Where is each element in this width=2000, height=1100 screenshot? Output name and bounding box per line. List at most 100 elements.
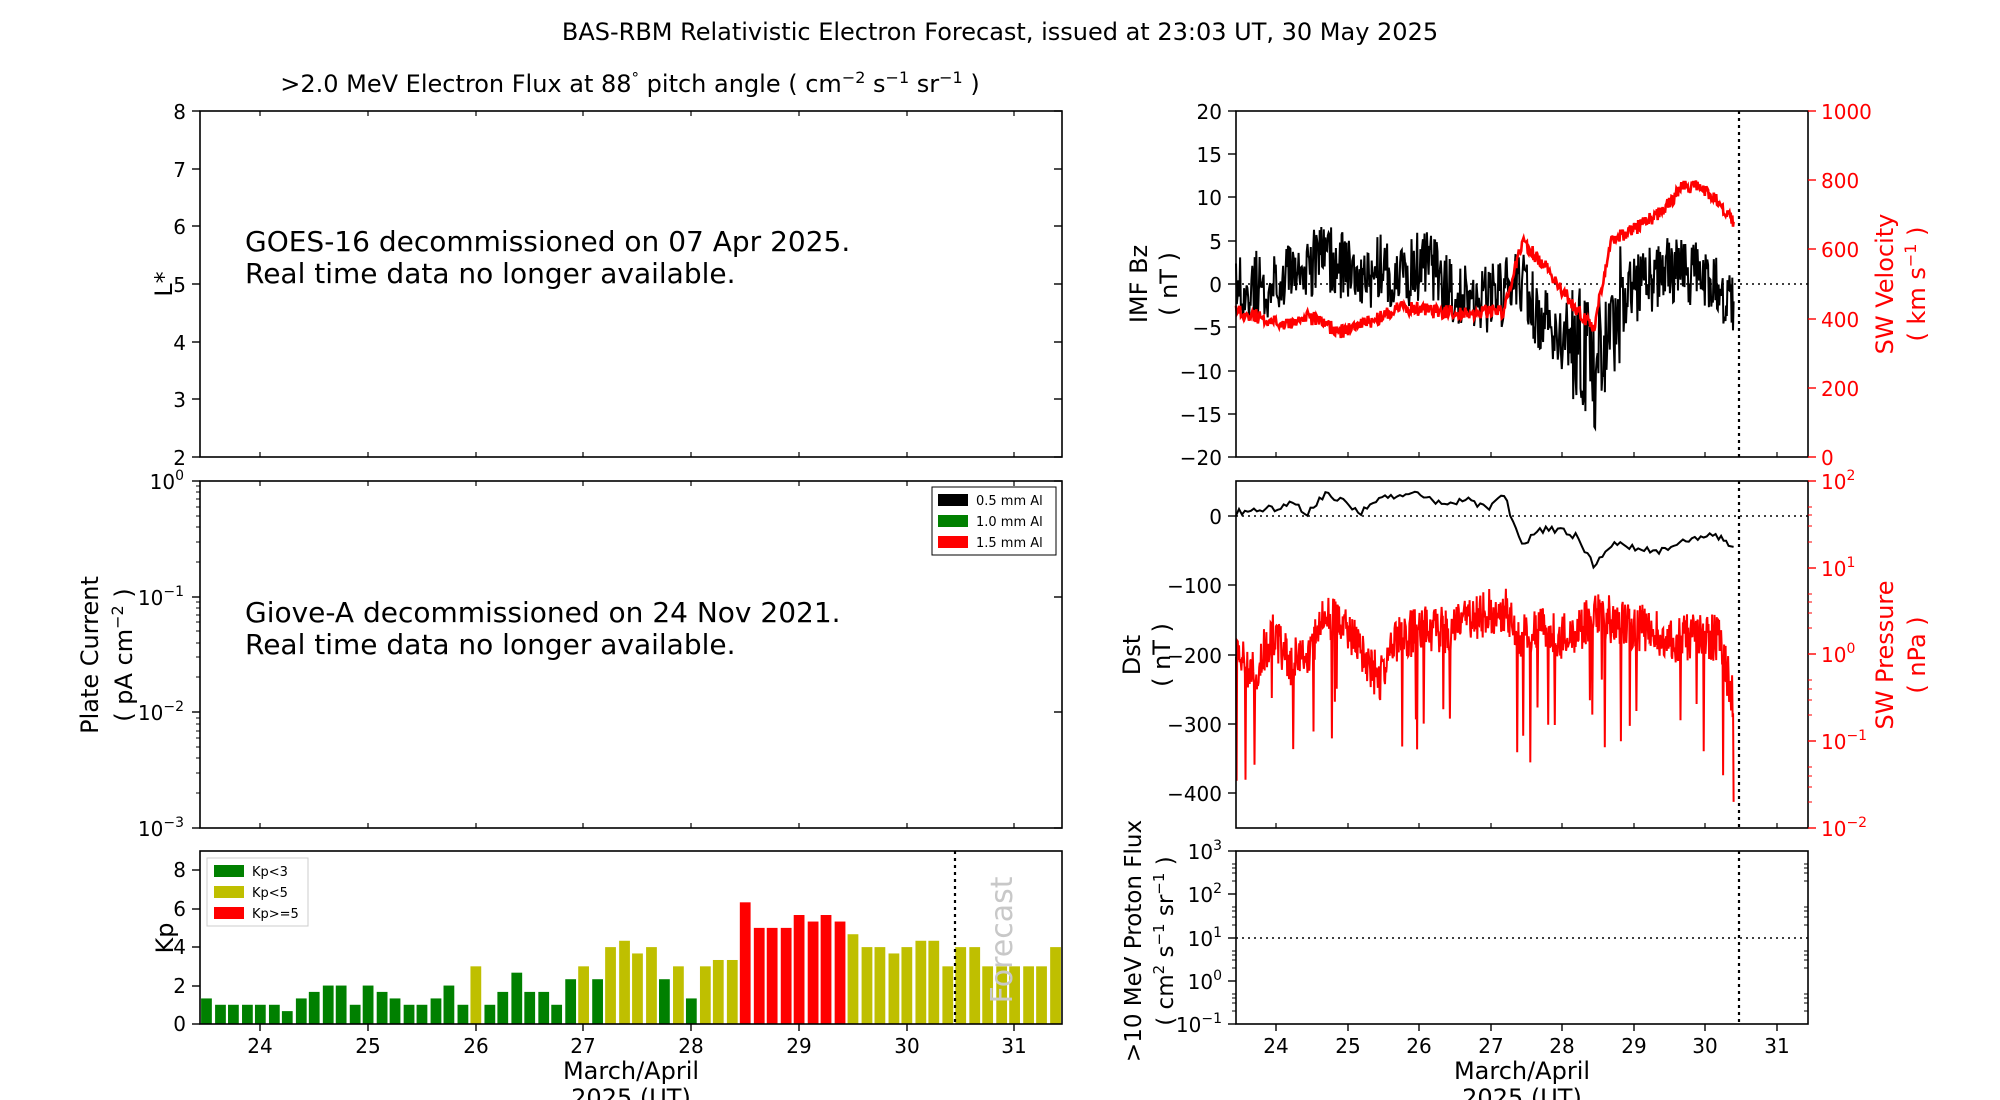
kp-bar [928, 940, 940, 1024]
kp-bar [524, 991, 536, 1024]
dst-ytick-right-label: 10−2 [1821, 815, 1867, 841]
flux-ytick-label: 5 [173, 273, 186, 297]
legend-swatch-green [938, 515, 968, 527]
kp-bar [308, 991, 320, 1024]
kp-bar [497, 991, 509, 1024]
kp-xlabel-line1: March/April [563, 1057, 699, 1085]
proton-xtick-label: 24 [1263, 1034, 1288, 1058]
imf-ytick-label: 5 [1209, 230, 1222, 254]
kp-xlabel-line2: 2025 (UT) [571, 1084, 691, 1100]
proton-xtick-label: 28 [1549, 1034, 1574, 1058]
kp-bar [215, 1004, 226, 1024]
kp-bar [322, 985, 334, 1024]
kp-ytick-label: 6 [173, 897, 186, 921]
imf-yticks-right [1808, 110, 1816, 458]
kp-bar [861, 947, 873, 1024]
kp-xticks [259, 1024, 1015, 1031]
flux-ytick-label: 7 [173, 158, 186, 182]
proton-ylabel-line1: >10 MeV Proton Flux [1121, 820, 1147, 1062]
kp-bar [888, 953, 900, 1024]
proton-xticks [1275, 1024, 1778, 1031]
kp-xtick-label: 26 [463, 1034, 488, 1058]
flux-yticks: 2 3 4 5 6 7 8 [173, 100, 1062, 470]
flux-xticks-minor [259, 111, 1015, 457]
kp-bar [982, 966, 994, 1024]
kp-xtick-label: 31 [1001, 1034, 1026, 1058]
kp-bar [632, 953, 643, 1024]
dst-yticks-right [1808, 480, 1816, 829]
kp-bar [766, 927, 778, 1024]
proton-xlabel-line2: 2025 (UT) [1462, 1084, 1582, 1100]
kp-bar [726, 959, 738, 1024]
kp-bar [874, 947, 886, 1024]
kp-ytick-label: 4 [173, 935, 186, 959]
kp-bar [942, 966, 954, 1024]
sw-pressure-line [1235, 588, 1735, 802]
proton-yticks-minor [1232, 863, 1808, 1012]
kp-bar [389, 998, 401, 1024]
imf-panel: −20 −15 −10 −5 0 5 10 15 20 0 200 400 60… [1125, 100, 1931, 470]
kp-bar [538, 991, 550, 1024]
dst-line [1235, 490, 1734, 570]
imf-ytick-right-label: 800 [1821, 169, 1859, 193]
flux-panel: >2.0 MeV Electron Flux at 88° pitch angl… [150, 68, 1063, 470]
flux-ytick-label: 6 [173, 215, 186, 239]
imf-ylabel-line1: IMF Bz [1125, 245, 1153, 323]
plate-message-line2: Real time data no longer available. [245, 628, 736, 661]
plate-axes [199, 480, 1063, 829]
dst-ytick-label: −300 [1167, 713, 1222, 737]
kp-bar [335, 985, 347, 1024]
flux-ytick-label: 4 [173, 331, 186, 355]
kp-bar [1036, 966, 1047, 1024]
flux-message-line1: GOES-16 decommissioned on 07 Apr 2025. [245, 225, 850, 258]
dst-ylabel-line1: Dst [1118, 635, 1146, 675]
imf-ytick-label: −10 [1180, 360, 1222, 384]
kp-bar [659, 979, 670, 1024]
legend-swatch-black [938, 494, 968, 506]
kp-bar [551, 1004, 563, 1024]
plate-xticks-minor [259, 481, 1015, 828]
sw-velocity-line [1234, 180, 1735, 339]
proton-xtick-label: 31 [1764, 1034, 1789, 1058]
proton-xtick-label: 25 [1335, 1034, 1360, 1058]
kp-panel: Forecast 0 2 4 6 8 24 25 26 27 28 29 30 … [151, 850, 1063, 1100]
kp-axes [199, 850, 1063, 1025]
plate-panel: 10−3 10−2 10−1 100 Plate Current ( pA cm… [76, 468, 1063, 841]
flux-ytick-label: 8 [173, 100, 186, 124]
plate-ytick-label: 100 [150, 468, 184, 494]
kp-bar [619, 940, 630, 1024]
kp-xtick-label: 24 [247, 1034, 272, 1058]
dst-yticks-right-minor [1808, 506, 1812, 803]
kp-bar [430, 998, 442, 1024]
kp-ytick-label: 0 [173, 1012, 186, 1036]
legend-swatch-red [214, 907, 244, 919]
imf-ytick-label: 0 [1209, 273, 1222, 297]
kp-bar [685, 998, 697, 1024]
plate-legend-label: 1.5 mm Al [976, 536, 1043, 551]
plate-legend-label: 1.0 mm Al [976, 515, 1043, 530]
kp-yticks [192, 869, 200, 1025]
imf-ytick-label: 15 [1197, 143, 1222, 167]
kp-bar [578, 966, 589, 1024]
kp-bar [268, 1004, 280, 1024]
kp-bar [780, 927, 792, 1024]
kp-bar [834, 921, 846, 1024]
dst-ytick-right-label: 100 [1821, 641, 1855, 667]
kp-bar [793, 915, 805, 1024]
dst-yticks [1228, 515, 1236, 794]
dst-ytick-label: −100 [1167, 574, 1222, 598]
imf-ytick-right-label: 200 [1821, 377, 1859, 401]
kp-bar [511, 972, 523, 1024]
kp-bar [673, 966, 684, 1024]
imf-xticks-minor [1275, 452, 1778, 457]
kp-bar [739, 902, 751, 1024]
proton-xtick-label: 26 [1406, 1034, 1431, 1058]
dst-panel: −400 −300 −200 −100 0 10−2 10−1 100 101 … [1118, 468, 1931, 841]
proton-ytick-label: 101 [1188, 925, 1222, 951]
plate-ylabel-line2: ( pA cm−2 ) [108, 588, 138, 721]
kp-bar [443, 985, 455, 1024]
proton-xtick-label: 29 [1621, 1034, 1646, 1058]
plate-message-line1: Giove-A decommissioned on 24 Nov 2021. [245, 596, 841, 629]
kp-legend: Kp<3 Kp<5 Kp>=5 [206, 857, 309, 927]
